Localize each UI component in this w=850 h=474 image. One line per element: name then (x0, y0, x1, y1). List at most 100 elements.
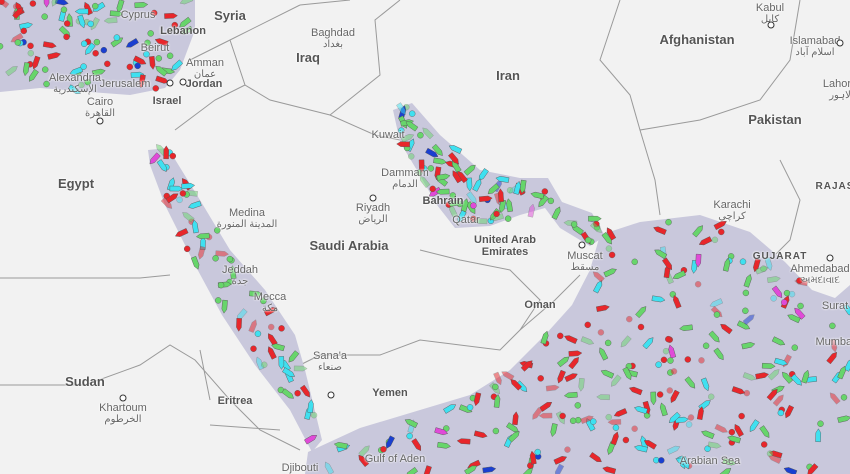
vessel-marker[interactable] (425, 147, 439, 159)
vessel-marker[interactable] (449, 199, 463, 207)
vessel-marker[interactable] (266, 345, 277, 360)
vessel-marker[interactable] (605, 245, 613, 252)
vessel-marker[interactable] (448, 144, 463, 154)
vessel-marker[interactable] (777, 409, 785, 417)
vessel-marker[interactable] (230, 265, 237, 280)
vessel-marker[interactable] (434, 427, 449, 436)
vessel-marker[interactable] (495, 176, 510, 183)
vessel-marker[interactable] (448, 152, 460, 165)
vessel-marker[interactable] (19, 22, 33, 30)
vessel-marker[interactable] (767, 368, 781, 381)
vessel-marker[interactable] (666, 387, 673, 394)
vessel-marker[interactable] (473, 430, 488, 439)
vessel-marker[interactable] (103, 17, 118, 24)
vessel-marker[interactable] (507, 430, 521, 443)
vessel-marker[interactable] (541, 188, 549, 195)
vessel-marker[interactable] (408, 153, 415, 160)
vessel-marker[interactable] (612, 424, 620, 431)
vessel-marker[interactable] (650, 391, 657, 406)
vessel-marker[interactable] (482, 466, 497, 474)
vessel-marker[interactable] (578, 377, 585, 392)
vessel-marker[interactable] (728, 428, 736, 436)
vessel-marker[interactable] (791, 344, 798, 351)
vessel-marker[interactable] (460, 198, 469, 213)
vessel-marker[interactable] (249, 290, 263, 297)
vessel-marker[interactable] (294, 390, 301, 397)
vessel-marker[interactable] (477, 168, 489, 182)
vessel-marker[interactable] (170, 59, 184, 72)
vessel-marker[interactable] (642, 336, 655, 350)
vessel-marker[interactable] (89, 17, 100, 31)
vessel-marker[interactable] (564, 446, 571, 453)
vessel-marker[interactable] (87, 20, 94, 28)
vessel-marker[interactable] (709, 298, 724, 308)
vessel-marker[interactable] (169, 185, 184, 192)
vessel-marker[interactable] (760, 441, 768, 448)
vessel-marker[interactable] (486, 183, 500, 195)
vessel-marker[interactable] (731, 386, 746, 395)
vessel-marker[interactable] (92, 2, 99, 10)
vessel-marker[interactable] (113, 34, 121, 41)
vessel-marker[interactable] (603, 267, 618, 278)
vessel-marker[interactable] (492, 383, 499, 391)
vessel-marker[interactable] (574, 402, 581, 409)
vessel-marker[interactable] (774, 357, 788, 366)
vessel-marker[interactable] (179, 25, 194, 36)
vessel-marker[interactable] (797, 302, 804, 310)
vessel-marker[interactable] (631, 258, 638, 266)
vessel-marker[interactable] (759, 425, 772, 440)
vessel-marker[interactable] (748, 419, 760, 434)
vessel-marker[interactable] (50, 0, 61, 7)
vessel-marker[interactable] (134, 62, 141, 70)
vessel-marker[interactable] (183, 245, 191, 253)
vessel-marker[interactable] (181, 182, 196, 190)
vessel-marker[interactable] (829, 322, 836, 330)
vessel-marker[interactable] (166, 52, 174, 60)
vessel-marker[interactable] (545, 384, 560, 392)
vessel-marker[interactable] (635, 305, 647, 319)
vessel-marker[interactable] (509, 378, 523, 391)
vessel-marker[interactable] (31, 55, 41, 70)
vessel-marker[interactable] (761, 362, 776, 369)
vessel-marker[interactable] (215, 250, 230, 257)
vessel-marker[interactable] (843, 358, 850, 372)
vessel-marker[interactable] (788, 290, 796, 298)
vessel-marker[interactable] (195, 232, 210, 240)
vessel-marker[interactable] (590, 418, 597, 425)
vessel-marker[interactable] (263, 306, 278, 317)
vessel-marker[interactable] (766, 387, 779, 401)
vessel-marker[interactable] (796, 277, 803, 284)
vessel-marker[interactable] (661, 257, 674, 272)
vessel-marker[interactable] (506, 187, 514, 194)
vessel-marker[interactable] (27, 68, 39, 83)
vessel-marker[interactable] (293, 365, 308, 372)
vessel-marker[interactable] (20, 27, 27, 35)
vessel-marker[interactable] (743, 273, 753, 288)
vessel-marker[interactable] (0, 43, 4, 50)
vessel-marker[interactable] (192, 219, 199, 234)
vessel-marker[interactable] (631, 425, 638, 432)
vessel-marker[interactable] (659, 402, 668, 417)
vessel-marker[interactable] (608, 251, 616, 259)
vessel-marker[interactable] (91, 68, 106, 76)
vessel-marker[interactable] (84, 78, 91, 86)
vessel-marker[interactable] (404, 467, 419, 474)
vessel-marker[interactable] (212, 255, 219, 262)
vessel-marker[interactable] (357, 454, 370, 468)
vessel-marker[interactable] (655, 361, 662, 368)
vessel-marker[interactable] (154, 37, 169, 47)
vessel-marker[interactable] (74, 8, 89, 15)
vessel-marker[interactable] (497, 188, 504, 203)
vessel-marker[interactable] (456, 438, 471, 445)
vessel-marker[interactable] (770, 295, 777, 302)
vessel-marker[interactable] (540, 330, 550, 345)
vessel-marker[interactable] (493, 210, 500, 218)
vessel-marker[interactable] (719, 322, 733, 335)
vessel-marker[interactable] (152, 85, 159, 92)
vessel-marker[interactable] (619, 335, 632, 349)
vessel-marker[interactable] (801, 369, 810, 384)
vessel-marker[interactable] (287, 350, 300, 364)
vessel-marker[interactable] (169, 152, 177, 160)
vessel-marker[interactable] (179, 0, 194, 6)
vessel-marker[interactable] (156, 159, 168, 173)
